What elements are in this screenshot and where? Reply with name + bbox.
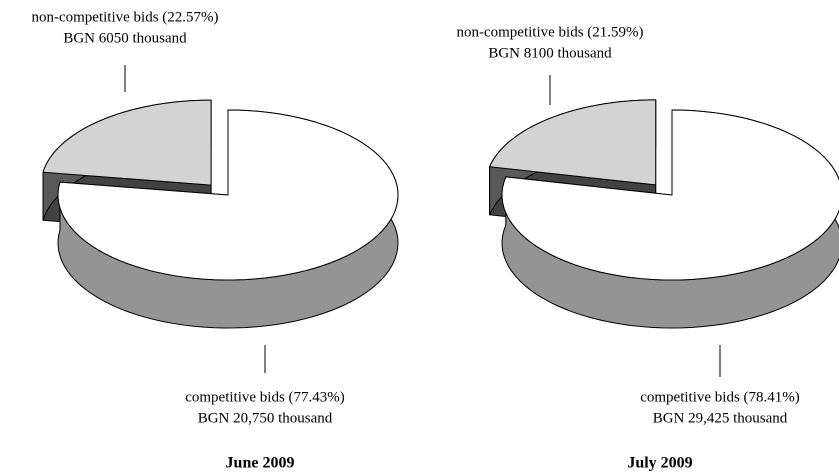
chart-title: July 2009 bbox=[627, 455, 692, 472]
chart-title: June 2009 bbox=[226, 455, 295, 472]
slice-label: non-competitive bids (21.59%) bbox=[456, 24, 643, 40]
slice-label: competitive bids (77.43%) bbox=[185, 389, 345, 405]
slice-value-label: BGN 6050 thousand bbox=[63, 30, 187, 46]
slice-top bbox=[501, 109, 839, 281]
slice bbox=[57, 109, 399, 329]
slice-value-label: BGN 29,425 thousand bbox=[653, 410, 788, 426]
slice-label: non-competitive bids (22.57%) bbox=[31, 9, 218, 25]
slice-top bbox=[489, 99, 657, 186]
slice-top bbox=[57, 109, 399, 281]
slice-value-label: BGN 8100 thousand bbox=[488, 45, 612, 61]
slice-label: competitive bids (78.41%) bbox=[640, 389, 800, 405]
slice-value-label: BGN 20,750 thousand bbox=[198, 410, 333, 426]
slice bbox=[501, 109, 839, 329]
slice-top bbox=[42, 99, 212, 186]
